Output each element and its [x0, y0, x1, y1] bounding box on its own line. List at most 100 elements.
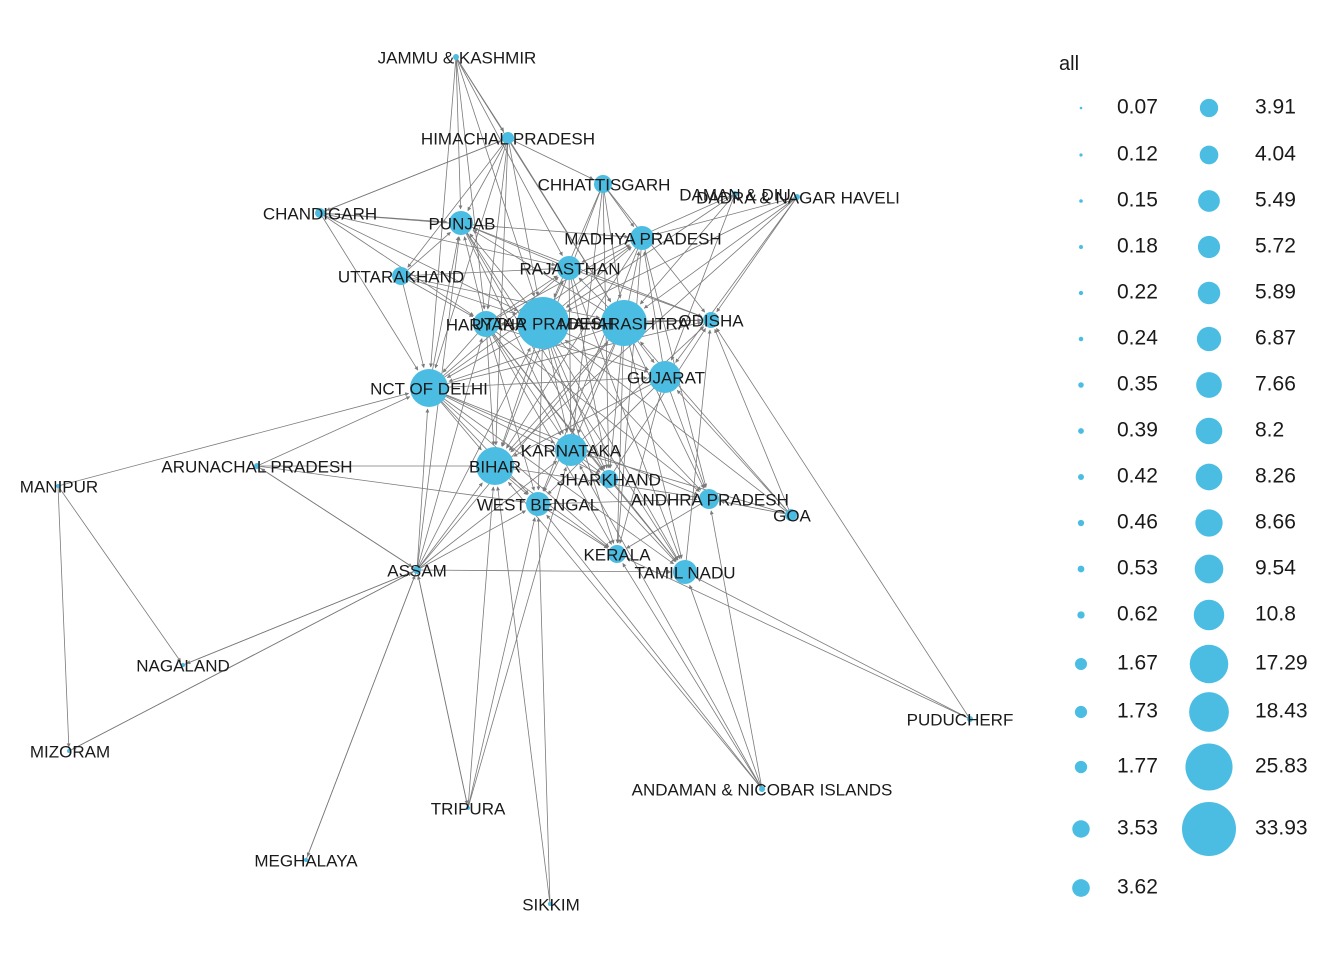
edge-daman-and-diu-to-uttar-pradesh	[565, 193, 736, 308]
edge-goa-to-gujarat	[676, 389, 792, 516]
edge-andaman-and-nicobar-islands-to-west-bengal	[546, 514, 763, 790]
edge-rajasthan-to-tamil-nadu	[568, 267, 681, 560]
legend-key-3-53	[1072, 820, 1090, 838]
edge-nct-of-delhi-to-west-bengal	[428, 387, 529, 495]
node-label-andaman-and-nicobar-islands: ANDAMAN & NICOBAR ISLANDS	[632, 780, 893, 799]
edge-rajasthan-to-odisha	[568, 267, 702, 318]
node-label-rajasthan: RAJASTHAN	[519, 259, 620, 278]
node-label-goa: GOA	[773, 506, 811, 525]
node-label-daman-and-diu: DAMAN & DIU	[679, 185, 790, 204]
legend-label-3-62: 3.62	[1117, 876, 1158, 899]
node-label-nagaland: NAGALAND	[136, 656, 230, 675]
edge-haryana-to-madhya-pradesh	[485, 244, 631, 325]
legend-key-0-18	[1079, 245, 1083, 249]
legend-items: 0.07 0.12 0.15 0.18 0.22 0.24 0.35 0.39 0.42 0.46…	[1072, 96, 1308, 899]
edge-chandigarh-to-himachal-pradesh	[319, 140, 501, 214]
legend-key-7-66	[1196, 372, 1222, 398]
edge-maharashtra-to-tamil-nadu	[623, 322, 683, 559]
edge-jammu-and-kashmir-to-rajasthan	[455, 56, 563, 257]
edge-haryana-to-west-bengal	[485, 323, 536, 491]
node-label-mizoram: MIZORAM	[30, 742, 110, 761]
edge-goa-to-andhra-pradesh	[720, 500, 792, 516]
edge-assam-to-haryana	[416, 338, 483, 571]
legend-key-3-62	[1072, 879, 1090, 897]
legend-label-0-24: 0.24	[1117, 327, 1158, 350]
edge-west-bengal-to-andhra-pradesh	[537, 497, 698, 505]
edge-goa-to-karnataka	[587, 454, 792, 516]
legend-key-4-04	[1199, 145, 1219, 165]
node-tamil-nadu	[673, 560, 697, 584]
legend-label-9-54: 9.54	[1255, 557, 1296, 580]
edge-himachal-pradesh-to-uttar-pradesh	[507, 137, 540, 296]
legend-key-8-26	[1195, 463, 1223, 491]
edge-arunachal-pradesh-to-nct-of-delhi	[256, 396, 411, 467]
legend-key-1-73	[1074, 705, 1088, 719]
node-label-jammu-and-kashmir: JAMMU & KASHMIR	[378, 48, 537, 67]
legend-label-10-8: 10.8	[1255, 603, 1296, 626]
legend-key-18-43	[1189, 692, 1229, 732]
edge-assam-to-arunachal-pradesh	[260, 468, 418, 571]
legend-label-0-42: 0.42	[1117, 465, 1158, 488]
edge-maharashtra-to-nct-of-delhi	[448, 322, 625, 383]
node-uttarakhand	[392, 267, 410, 285]
size-legend: all 0.07 0.12 0.15 0.18 0.22 0.24 0.35 0.39 0.42…	[1059, 53, 1308, 899]
node-label-chandigarh: CHANDIGARH	[263, 204, 377, 223]
edge-daman-and-diu-to-maharashtra	[640, 193, 736, 305]
edge-chhattisgarh-to-maharashtra	[602, 183, 622, 299]
edge-nagaland-to-assam	[182, 571, 412, 666]
legend-key-0-24	[1078, 336, 1084, 342]
node-chandigarh	[315, 208, 325, 218]
edge-sikkim-to-bihar	[496, 486, 551, 905]
legend-key-8-2	[1195, 417, 1223, 445]
node-label-manipur: MANIPUR	[20, 477, 98, 496]
node-label-dadra-and-nagar-haveli: DADRA & NAGAR HAVELI	[696, 188, 900, 207]
node-label-punjab: PUNJAB	[428, 214, 495, 233]
legend-label-0-62: 0.62	[1117, 603, 1158, 626]
node-mizoram	[67, 749, 71, 753]
edge-haryana-to-rajasthan	[485, 275, 558, 325]
legend-label-8-66: 8.66	[1255, 511, 1296, 534]
node-goa	[785, 509, 797, 521]
edge-chhattisgarh-to-karnataka	[571, 183, 604, 433]
edge-dadra-and-nagar-haveli-to-uttar-pradesh	[567, 196, 798, 311]
legend-key-10-8	[1193, 599, 1225, 631]
node-madhya-pradesh	[630, 226, 654, 250]
edge-assam-to-nct-of-delhi	[416, 408, 430, 571]
legend-label-1-73: 1.73	[1117, 700, 1158, 723]
legend-label-1-67: 1.67	[1117, 652, 1158, 675]
node-karnataka	[555, 434, 587, 466]
edge-arunachal-pradesh-to-west-bengal	[256, 465, 525, 504]
edge-tripura-to-assam	[417, 575, 469, 809]
legend-label-0-15: 0.15	[1117, 189, 1158, 212]
legend-key-8-66	[1195, 509, 1223, 537]
edge-daman-and-diu-to-rajasthan	[581, 193, 736, 263]
node-daman-and-diu	[732, 191, 738, 197]
edge-himachal-pradesh-to-haryana	[486, 137, 509, 310]
node-label-chhattisgarh: CHHATTISGARH	[538, 175, 671, 194]
edge-chandigarh-to-rajasthan	[319, 212, 556, 267]
edge-himachal-pradesh-to-bihar	[493, 137, 509, 446]
node-label-uttar-pradesh: UTTAR PRADESH	[472, 314, 614, 333]
edge-puducherry-to-tamil-nadu	[697, 578, 971, 720]
node-label-gujarat: GUJARAT	[627, 368, 705, 387]
edge-mizoram-to-assam	[68, 572, 413, 752]
node-label-haryana: HARYANA	[446, 315, 527, 334]
node-label-jharkhand: JHARKHAND	[557, 470, 661, 489]
legend-key-1-67	[1075, 658, 1087, 670]
edge-nct-of-delhi-to-gujarat	[428, 376, 648, 389]
node-kerala	[608, 545, 626, 563]
legend-key-17-29	[1189, 644, 1229, 684]
node-label-nct-of-delhi: NCT OF DELHI	[370, 379, 488, 398]
legend-label-0-18: 0.18	[1117, 235, 1158, 258]
node-label-tamil-nadu: TAMIL NADU	[634, 563, 735, 582]
edge-meghalaya-to-assam	[305, 575, 416, 861]
legend-key-0-22	[1078, 290, 1084, 296]
node-label-uttarakhand: UTTARAKHAND	[338, 267, 464, 286]
node-arunachal-pradesh	[254, 463, 260, 469]
edge-jammu-and-kashmir-to-uttar-pradesh	[455, 56, 536, 297]
edge-manipur-to-mizoram	[57, 485, 71, 748]
edge-jharkhand-to-odisha	[608, 328, 706, 480]
edge-chhattisgarh-to-uttar-pradesh	[553, 183, 604, 298]
node-label-kerala: KERALA	[583, 545, 651, 564]
legend-key-0-39	[1078, 428, 1084, 434]
